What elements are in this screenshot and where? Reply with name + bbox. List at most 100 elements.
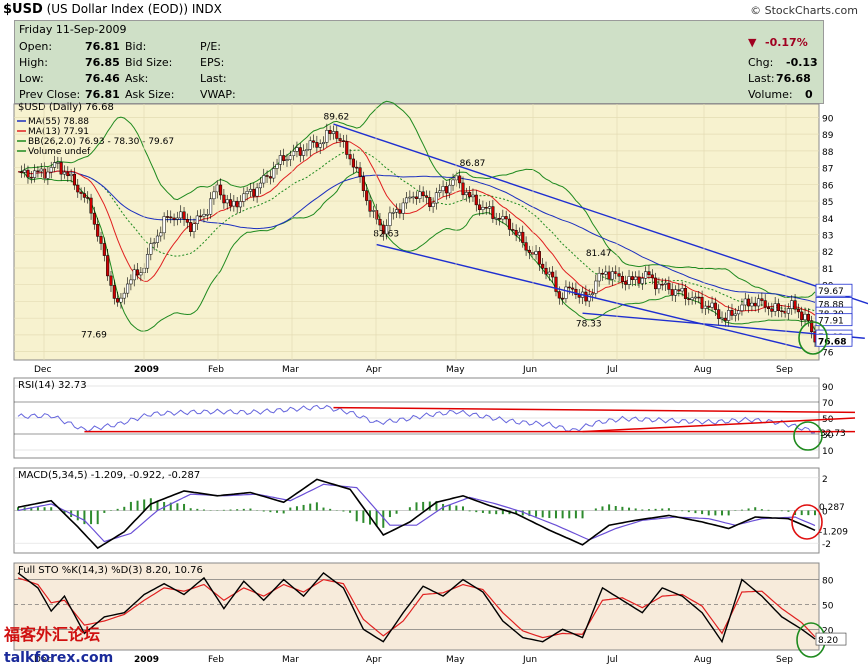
macd-histogram-bar [229, 509, 232, 511]
macd-histogram-bar [628, 507, 631, 511]
macd-histogram-bar [196, 508, 199, 511]
candle-body [298, 147, 302, 156]
candle-body [793, 300, 797, 310]
candle-body [448, 184, 452, 194]
exchange-label: INDX [191, 2, 222, 16]
macd-histogram-bar [654, 508, 657, 511]
candle-body [282, 155, 286, 161]
macd-histogram-bar [129, 501, 132, 511]
candle-body [773, 303, 777, 312]
candle-body [72, 173, 77, 186]
macd-histogram-bar [641, 509, 644, 511]
candle-body [604, 271, 608, 275]
candle-body [564, 286, 568, 299]
candle-body [169, 216, 173, 219]
highlight-circle [793, 421, 823, 451]
candle-body [491, 206, 495, 219]
candle-body [149, 243, 153, 255]
candle-body [654, 277, 658, 290]
candle-body [308, 140, 312, 150]
candle-body [494, 218, 498, 220]
rsi-tick-label: 70 [822, 399, 834, 409]
sto-tick-label: 80 [822, 577, 834, 587]
candle-body [99, 236, 103, 244]
x-axis-label: Dec [34, 365, 51, 375]
last-label-left: Last: [200, 72, 227, 85]
x-axis-label: Sep [776, 655, 793, 665]
candle-body [703, 305, 707, 309]
macd-histogram-bar [574, 510, 577, 519]
price-tick-label: 84 [822, 215, 834, 225]
bb-upper-line [17, 100, 816, 298]
prevclose-value: 76.81 [85, 88, 120, 101]
candle-body [438, 190, 442, 193]
rsi-trendline [582, 417, 856, 433]
candle-body [517, 231, 521, 236]
candle-body [664, 282, 668, 285]
candle-body [375, 210, 379, 220]
macd-histogram-bar [17, 507, 19, 511]
quote-date: Friday 11-Sep-2009 [19, 23, 127, 36]
change-pct: -0.17% [765, 36, 808, 49]
macd-histogram-bar [667, 508, 670, 511]
candle-body [750, 302, 754, 307]
macd-histogram-bar [309, 503, 312, 511]
macd-histogram-bar [43, 507, 46, 511]
candle-body [225, 199, 229, 204]
macd-histogram-bar [382, 510, 385, 528]
candle-body [215, 184, 219, 193]
low-label: Low: [19, 72, 44, 85]
candle-body [39, 168, 43, 172]
candle-body [760, 298, 764, 301]
candle-body [693, 296, 698, 299]
candle-body [222, 194, 226, 204]
candle-body [497, 218, 502, 220]
bidsize-label: Bid Size: [125, 56, 173, 69]
x-axis-label: May [446, 365, 465, 375]
eps-label: EPS: [200, 56, 225, 69]
candle-body [395, 209, 399, 213]
price-tag: 79.67 [818, 287, 844, 297]
macd-histogram-bar [727, 510, 730, 516]
macd-histogram-bar [521, 510, 524, 516]
rsi-tick-label: 30 [822, 431, 834, 441]
candle-body [268, 176, 272, 179]
candle-body [756, 298, 761, 307]
candle-body [82, 193, 86, 198]
macd-histogram-bar [156, 501, 159, 511]
candle-body [431, 202, 435, 207]
macd-histogram-bar [408, 507, 411, 511]
candle-body [717, 309, 721, 319]
macd-histogram-bar [787, 510, 790, 512]
macd-histogram-bar [814, 510, 816, 516]
macd-last-hist: 0.287 [819, 503, 845, 513]
candle-body [371, 210, 375, 212]
candle-body [292, 151, 296, 156]
candle-body [780, 310, 784, 312]
macd-histogram-bar [528, 510, 531, 517]
macd-histogram-bar [581, 510, 584, 519]
x-axis-label: Jun [522, 655, 537, 665]
price-tag: 76.68 [818, 337, 846, 347]
price-legend-entry: MA(13) 77.91 [28, 127, 89, 137]
macd-histogram-bar [355, 510, 358, 522]
macd-histogram-bar [96, 510, 99, 525]
candle-body [737, 310, 741, 315]
candle-body [534, 251, 538, 255]
macd-histogram-bar [701, 510, 704, 515]
candle-body [192, 223, 196, 232]
candle-body [408, 196, 412, 199]
macd-histogram-bar [614, 506, 617, 511]
candle-body [667, 282, 671, 290]
candle-body [385, 225, 389, 235]
candle-body [185, 219, 189, 223]
stockcharts-logo[interactable]: © StockCharts.com [750, 4, 858, 17]
x-axis-label: Sep [776, 365, 793, 375]
candle-body [660, 283, 664, 286]
macd-histogram-bar [495, 510, 498, 515]
price-panel [13, 103, 820, 361]
candle-body [474, 194, 478, 206]
macd-histogram-bar [143, 499, 146, 511]
candle-body [232, 200, 236, 207]
